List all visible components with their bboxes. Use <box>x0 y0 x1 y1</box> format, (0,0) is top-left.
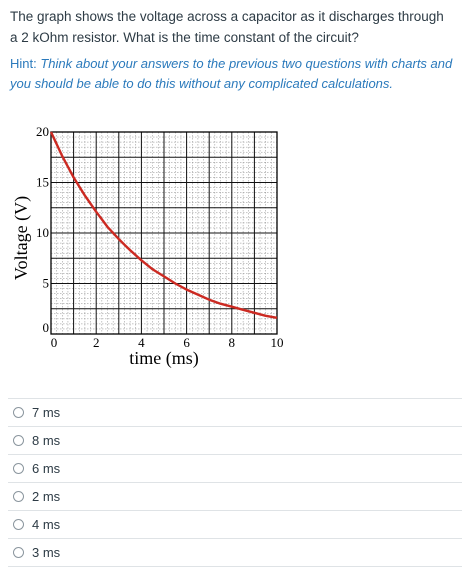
answer-label: 7 ms <box>32 405 61 420</box>
y-tick-label: 15 <box>36 175 49 190</box>
answer-option[interactable]: 7 ms <box>8 398 462 426</box>
answer-label: 8 ms <box>32 433 61 448</box>
answer-option[interactable]: 2 ms <box>8 482 462 510</box>
voltage-chart: 0 2 4 6 8 10 0 5 10 15 20 time (ms) Voltage (V) <box>0 118 474 388</box>
radio-button[interactable] <box>13 463 24 474</box>
answer-label: 3 ms <box>32 545 61 560</box>
hint-text: Think about your answers to the previous… <box>10 56 453 91</box>
answer-label: 2 ms <box>32 489 61 504</box>
y-tick-label: 5 <box>43 276 50 291</box>
x-tick-label: 10 <box>271 335 284 350</box>
x-tick-label: 6 <box>183 335 190 350</box>
question-text: The graph shows the voltage across a cap… <box>10 9 444 45</box>
radio-button[interactable] <box>13 491 24 502</box>
answer-label: 6 ms <box>32 461 61 476</box>
radio-button[interactable] <box>13 407 24 418</box>
answer-label: 4 ms <box>32 517 61 532</box>
x-tick-label: 8 <box>229 335 236 350</box>
chart-svg: 0 2 4 6 8 10 0 5 10 15 20 time (ms) Voltage (V) <box>11 124 284 369</box>
y-tick-label: 20 <box>36 124 49 139</box>
answer-option[interactable]: 4 ms <box>8 510 462 538</box>
y-tick-label: 10 <box>36 225 49 240</box>
y-axis-label: Voltage (V) <box>11 196 32 280</box>
answer-option[interactable]: 3 ms <box>8 538 462 566</box>
radio-button[interactable] <box>13 435 24 446</box>
answer-option[interactable]: 6 ms <box>8 454 462 482</box>
x-axis-label: time (ms) <box>129 348 199 369</box>
x-tick-label: 2 <box>93 335 100 350</box>
radio-button[interactable] <box>13 519 24 530</box>
x-tick-label: 4 <box>138 335 145 350</box>
hint: Hint: Think about your answers to the pr… <box>10 54 455 94</box>
voltage-decay-curve <box>49 131 278 319</box>
divider <box>8 566 462 567</box>
plot-frame <box>50 131 278 335</box>
answer-option[interactable]: 8 ms <box>8 426 462 454</box>
answer-list: 7 ms 8 ms 6 ms 2 ms 4 ms 3 ms <box>8 398 462 567</box>
y-tick-label: 0 <box>43 320 50 335</box>
x-tick-label: 0 <box>51 335 58 350</box>
radio-button[interactable] <box>13 547 24 558</box>
hint-label: Hint: <box>10 56 41 71</box>
